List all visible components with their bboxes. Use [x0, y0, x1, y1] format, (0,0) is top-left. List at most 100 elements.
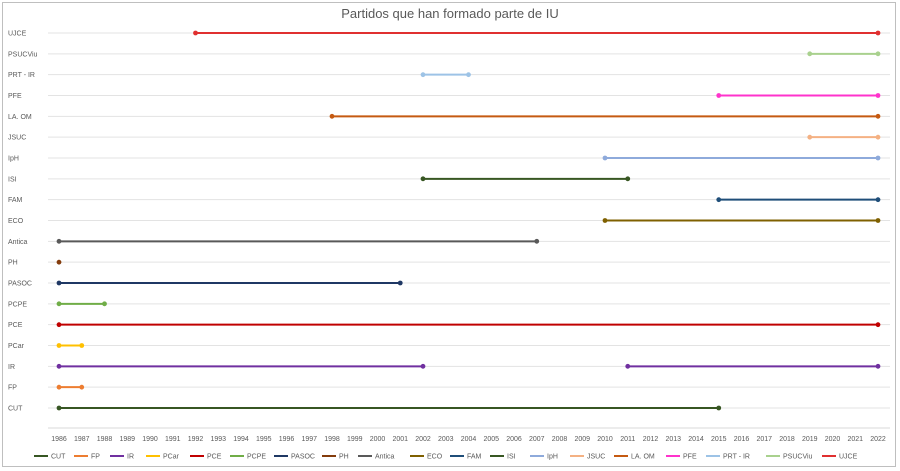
x-tick-label-1987: 1987: [74, 436, 90, 443]
series-point-prt-ir-0-start: [420, 72, 426, 78]
x-tick-label-2014: 2014: [688, 436, 704, 443]
legend-label-antica: Antica: [375, 454, 395, 461]
x-tick-label-1989: 1989: [119, 436, 135, 443]
series-point-antica-0-end: [534, 238, 540, 244]
series-point-pcpe-0-start: [56, 301, 62, 307]
series-point-jsuc-0-start: [807, 134, 813, 140]
x-tick-label-2015: 2015: [711, 436, 727, 443]
legend-label-isi: ISI: [507, 454, 516, 461]
category-label-fam: FAM: [8, 197, 23, 204]
series-point-pce-0-start: [56, 322, 62, 328]
x-tick-label-1999: 1999: [347, 436, 363, 443]
series-point-eco-0-end: [875, 218, 881, 223]
legend-label-pcar: PCar: [163, 454, 180, 461]
legend-label-pce: PCE: [207, 454, 222, 461]
x-tick-label-2008: 2008: [552, 436, 568, 443]
x-tick-label-2020: 2020: [825, 436, 841, 443]
series-point-pcpe-0-end: [102, 301, 107, 307]
x-tick-label-2022: 2022: [870, 436, 886, 443]
series-point-ir-1-end: [875, 363, 881, 369]
x-tick-label-1994: 1994: [233, 436, 249, 443]
legend-label-iph: IpH: [547, 454, 558, 461]
x-tick-label-1995: 1995: [256, 436, 272, 443]
legend-label-cut: CUT: [51, 454, 66, 461]
x-tick-label-1998: 1998: [324, 436, 340, 443]
legend-label-fp: FP: [91, 454, 100, 461]
x-tick-label-2012: 2012: [643, 436, 659, 443]
category-label-pfe: PFE: [8, 93, 22, 100]
x-tick-label-2000: 2000: [370, 436, 386, 443]
series-point-la-om-0-start: [329, 113, 335, 119]
category-label-eco: ECO: [8, 218, 24, 225]
x-tick-label-1986: 1986: [51, 436, 67, 443]
legend-label-la-om: LA. OM: [631, 454, 655, 461]
series-point-pasoc-0-end: [397, 280, 403, 286]
series-point-ph-0-start: [56, 259, 62, 265]
x-tick-label-2001: 2001: [392, 436, 408, 443]
legend-label-eco: ECO: [427, 454, 443, 461]
category-label-la-om: LA. OM: [8, 114, 32, 121]
category-label-pasoc: PASOC: [8, 281, 32, 288]
category-label-antica: Antica: [8, 239, 28, 246]
series-point-fam-0-end: [875, 197, 881, 203]
series-point-isi-0-end: [625, 176, 631, 182]
category-label-pcpe: PCPE: [8, 301, 27, 308]
x-tick-label-1996: 1996: [279, 436, 295, 443]
x-tick-label-2003: 2003: [438, 436, 454, 443]
legend-label-pfe: PFE: [683, 454, 697, 461]
category-label-isi: ISI: [8, 176, 17, 183]
series-point-ujce-0-start: [193, 30, 198, 36]
x-tick-label-2013: 2013: [665, 436, 681, 443]
series-point-pcar-0-end: [79, 343, 85, 348]
x-tick-label-2006: 2006: [506, 436, 522, 443]
series-point-pfe-0-start: [716, 93, 722, 98]
series-point-pcar-0-start: [56, 343, 62, 348]
series-point-iph-0-start: [602, 155, 608, 161]
series-point-iph-0-end: [875, 155, 881, 161]
chart-title: Partidos que han formado parte de IU: [341, 6, 559, 21]
x-tick-label-2009: 2009: [574, 436, 590, 443]
x-tick-label-1990: 1990: [142, 436, 158, 443]
series-point-pasoc-0-start: [56, 280, 62, 286]
x-tick-label-2018: 2018: [779, 436, 795, 443]
series-point-eco-0-start: [602, 218, 608, 223]
category-label-ph: PH: [8, 260, 18, 267]
x-tick-label-2019: 2019: [802, 436, 818, 443]
x-tick-label-1991: 1991: [165, 436, 181, 443]
x-tick-label-2021: 2021: [847, 436, 863, 443]
series-point-psucviu-0-end: [875, 51, 881, 57]
legend-label-fam: FAM: [467, 454, 482, 461]
category-label-fp: FP: [8, 385, 17, 392]
series-point-pfe-0-end: [875, 93, 881, 98]
x-tick-label-2004: 2004: [461, 436, 477, 443]
legend-label-psucviu: PSUCViu: [783, 454, 813, 461]
x-tick-label-2010: 2010: [597, 436, 613, 443]
series-point-isi-0-start: [420, 176, 426, 182]
legend-label-prt-ir: PRT - IR: [723, 454, 750, 461]
series-point-pce-0-end: [875, 322, 881, 328]
x-tick-label-2017: 2017: [756, 436, 772, 443]
legend-label-ph: PH: [339, 454, 349, 461]
category-label-ujce: UJCE: [8, 31, 27, 38]
x-tick-label-1993: 1993: [210, 436, 226, 443]
x-tick-label-2016: 2016: [734, 436, 750, 443]
series-point-la-om-0-end: [875, 113, 881, 119]
series-point-fp-0-start: [56, 384, 62, 390]
series-point-ir-0-end: [420, 363, 426, 369]
series-point-jsuc-0-end: [875, 134, 881, 140]
category-label-pce: PCE: [8, 322, 23, 329]
category-label-pcar: PCar: [8, 343, 25, 350]
legend-label-pasoc: PASOC: [291, 454, 315, 461]
x-tick-label-2005: 2005: [483, 436, 499, 443]
legend-label-ujce: UJCE: [839, 454, 858, 461]
x-tick-label-1988: 1988: [97, 436, 113, 443]
series-point-ujce-0-end: [875, 30, 881, 36]
x-tick-label-2007: 2007: [529, 436, 545, 443]
series-point-cut-0-end: [716, 405, 722, 411]
x-tick-label-2002: 2002: [415, 436, 431, 443]
series-point-cut-0-start: [56, 405, 62, 411]
series-point-prt-ir-0-end: [466, 72, 471, 78]
category-label-cut: CUT: [8, 406, 23, 413]
series-point-fp-0-end: [79, 384, 85, 390]
